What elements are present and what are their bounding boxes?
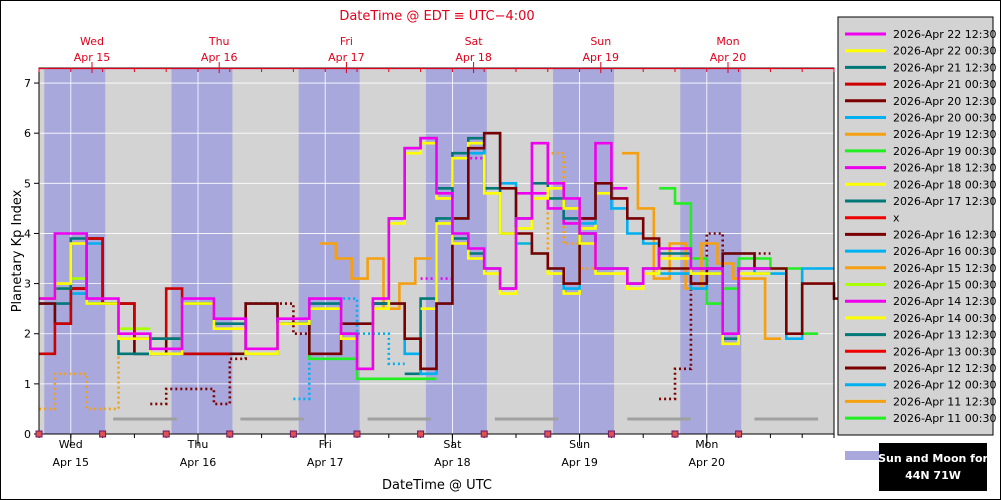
- axis-marker: [35, 430, 43, 438]
- legend-label: 2026-Apr 16 12:30: [893, 228, 996, 241]
- y-axis-label: Planetary Kp Index: [10, 189, 25, 312]
- night-band: [553, 68, 615, 434]
- y-axis-tick-label: 3: [24, 278, 31, 291]
- bottom-axis-day-label: Thu: [187, 438, 209, 451]
- top-axis-day-label: Mon: [716, 35, 739, 48]
- bottom-axis-day-label: Mon: [695, 438, 718, 451]
- legend-night-swatch: [845, 451, 885, 460]
- top-axis-title: DateTime @ EDT ≡ UTC−4:00: [339, 9, 534, 24]
- y-axis-tick-label: 7: [24, 77, 31, 90]
- axis-marker: [607, 430, 615, 438]
- series-line: [39, 136, 771, 371]
- legend-label: 2026-Apr 15 00:30: [893, 279, 996, 292]
- top-axis-day-label: Fri: [340, 35, 353, 48]
- series-line: [150, 232, 771, 406]
- bottom-axis-day-label: Sun: [569, 438, 590, 451]
- bottom-axis-date-label: Apr 20: [689, 456, 726, 469]
- bottom-axis-date-label: Apr 16: [180, 456, 217, 469]
- legend-label: x: [893, 212, 900, 225]
- sun-moon-label-box: [879, 443, 987, 491]
- y-axis-tick-label: 0: [24, 428, 31, 441]
- axis-marker: [99, 430, 107, 438]
- top-axis: Wed Apr 15 Thu Apr 16 Fri Apr 17 Sat Apr 18 Sun A…: [38, 35, 835, 73]
- legend-label: 2026-Apr 21 12:30: [893, 61, 996, 74]
- top-axis-day-label: Sat: [465, 35, 484, 48]
- night-band: [44, 68, 106, 434]
- top-axis-date-label: Apr 16: [201, 51, 238, 64]
- legend-label: 2026-Apr 21 00:30: [893, 78, 996, 91]
- axis-marker: [226, 430, 234, 438]
- night-band: [680, 68, 742, 434]
- bottom-axis: Wed Apr 15 Thu Apr 16 Fri Apr 17 Sat Apr 18 Sun A…: [38, 434, 835, 469]
- axis-marker: [162, 430, 170, 438]
- legend-label: 2026-Apr 14 12:30: [893, 295, 996, 308]
- top-axis-date-label: Apr 20: [710, 51, 747, 64]
- legend-label: 2026-Apr 22 00:30: [893, 45, 996, 58]
- axis-marker: [480, 430, 488, 438]
- y-axis-tick-label: 4: [24, 227, 31, 240]
- top-axis-date-label: Apr 17: [328, 51, 365, 64]
- legend-label: 2026-Apr 12 12:30: [893, 362, 996, 375]
- sun-moon-location: 44N 71W: [905, 469, 961, 482]
- bottom-axis-date-label: Apr 18: [434, 456, 471, 469]
- axis-markers: [35, 430, 743, 438]
- bottom-axis-date-label: Apr 17: [307, 456, 344, 469]
- top-axis-date-label: Apr 18: [455, 51, 492, 64]
- bottom-axis-day-label: Wed: [59, 438, 83, 451]
- axis-marker: [544, 430, 552, 438]
- axis-marker: [735, 430, 743, 438]
- night-band: [298, 68, 360, 434]
- axis-marker: [353, 430, 361, 438]
- legend-label: 2026-Apr 11 00:30: [893, 412, 996, 425]
- legend-label: 2026-Apr 22 12:30: [893, 28, 996, 41]
- legend-label: 2026-Apr 17 12:30: [893, 195, 996, 208]
- series-layer: [39, 131, 850, 411]
- sun-moon-label: Sun and Moon for 44N 71W: [878, 443, 988, 491]
- y-axis-tick-label: 1: [24, 378, 31, 391]
- top-axis-day-label: Thu: [208, 35, 230, 48]
- bottom-axis-date-label: Apr 19: [561, 456, 598, 469]
- top-axis-date-label: Apr 15: [74, 51, 111, 64]
- legend-label: 2026-Apr 18 12:30: [893, 162, 996, 175]
- legend-label: 2026-Apr 20 12:30: [893, 95, 996, 108]
- legend-label: 2026-Apr 15 12:30: [893, 262, 996, 275]
- bottom-axis-date-label: Apr 15: [53, 456, 90, 469]
- x-axis-label: DateTime @ UTC: [382, 478, 492, 493]
- legend-label: 2026-Apr 13 00:30: [893, 345, 996, 358]
- legend-label: 2026-Apr 13 12:30: [893, 329, 996, 342]
- legend-box: [837, 16, 994, 436]
- legend-label: 2026-Apr 16 00:30: [893, 245, 996, 258]
- legend-label: 2026-Apr 19 00:30: [893, 145, 996, 158]
- series-line: [404, 136, 516, 376]
- y-axis-tick-label: 6: [24, 127, 31, 140]
- sun-moon-title: Sun and Moon for: [878, 452, 988, 465]
- legend-items: 2026-Apr 22 12:30 2026-Apr 22 00:30 2026-A…: [845, 28, 996, 425]
- bottom-axis-day-label: Fri: [319, 438, 332, 451]
- top-axis-date-label: Apr 19: [583, 51, 620, 64]
- series-line: [39, 151, 596, 411]
- axis-marker: [417, 430, 425, 438]
- legend-label: 2026-Apr 18 00:30: [893, 178, 996, 191]
- legend-label: 2026-Apr 19 12:30: [893, 128, 996, 141]
- top-axis-day-label: Sun: [590, 35, 611, 48]
- top-axis-day-label: Wed: [80, 35, 104, 48]
- legend: 2026-Apr 22 12:30 2026-Apr 22 00:30 2026-A…: [837, 16, 996, 477]
- legend-label: 2026-Apr 11 12:30: [893, 395, 996, 408]
- axis-marker: [671, 430, 679, 438]
- y-axis-tick-label: 2: [24, 328, 31, 341]
- legend-label: 2026-Apr 12 00:30: [893, 379, 996, 392]
- legend-label: 2026-Apr 20 00:30: [893, 112, 996, 125]
- axis-marker: [289, 430, 297, 438]
- y-axis-tick-label: 5: [24, 177, 31, 190]
- night-band: [171, 68, 233, 434]
- legend-label: 2026-Apr 14 00:30: [893, 312, 996, 325]
- bottom-axis-day-label: Sat: [443, 438, 462, 451]
- legend-moon-swatch: [845, 468, 885, 477]
